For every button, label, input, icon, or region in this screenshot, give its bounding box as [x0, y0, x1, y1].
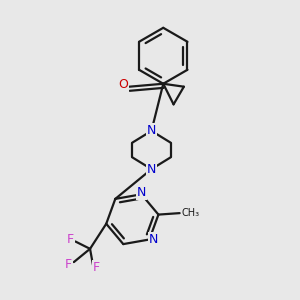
Text: CH₃: CH₃: [182, 208, 200, 218]
Text: F: F: [65, 258, 72, 271]
Text: F: F: [67, 232, 73, 246]
Text: N: N: [149, 233, 158, 246]
Text: N: N: [147, 163, 156, 176]
Text: O: O: [118, 78, 128, 91]
Text: N: N: [147, 124, 156, 137]
Text: N: N: [137, 186, 146, 199]
Text: F: F: [93, 261, 100, 274]
